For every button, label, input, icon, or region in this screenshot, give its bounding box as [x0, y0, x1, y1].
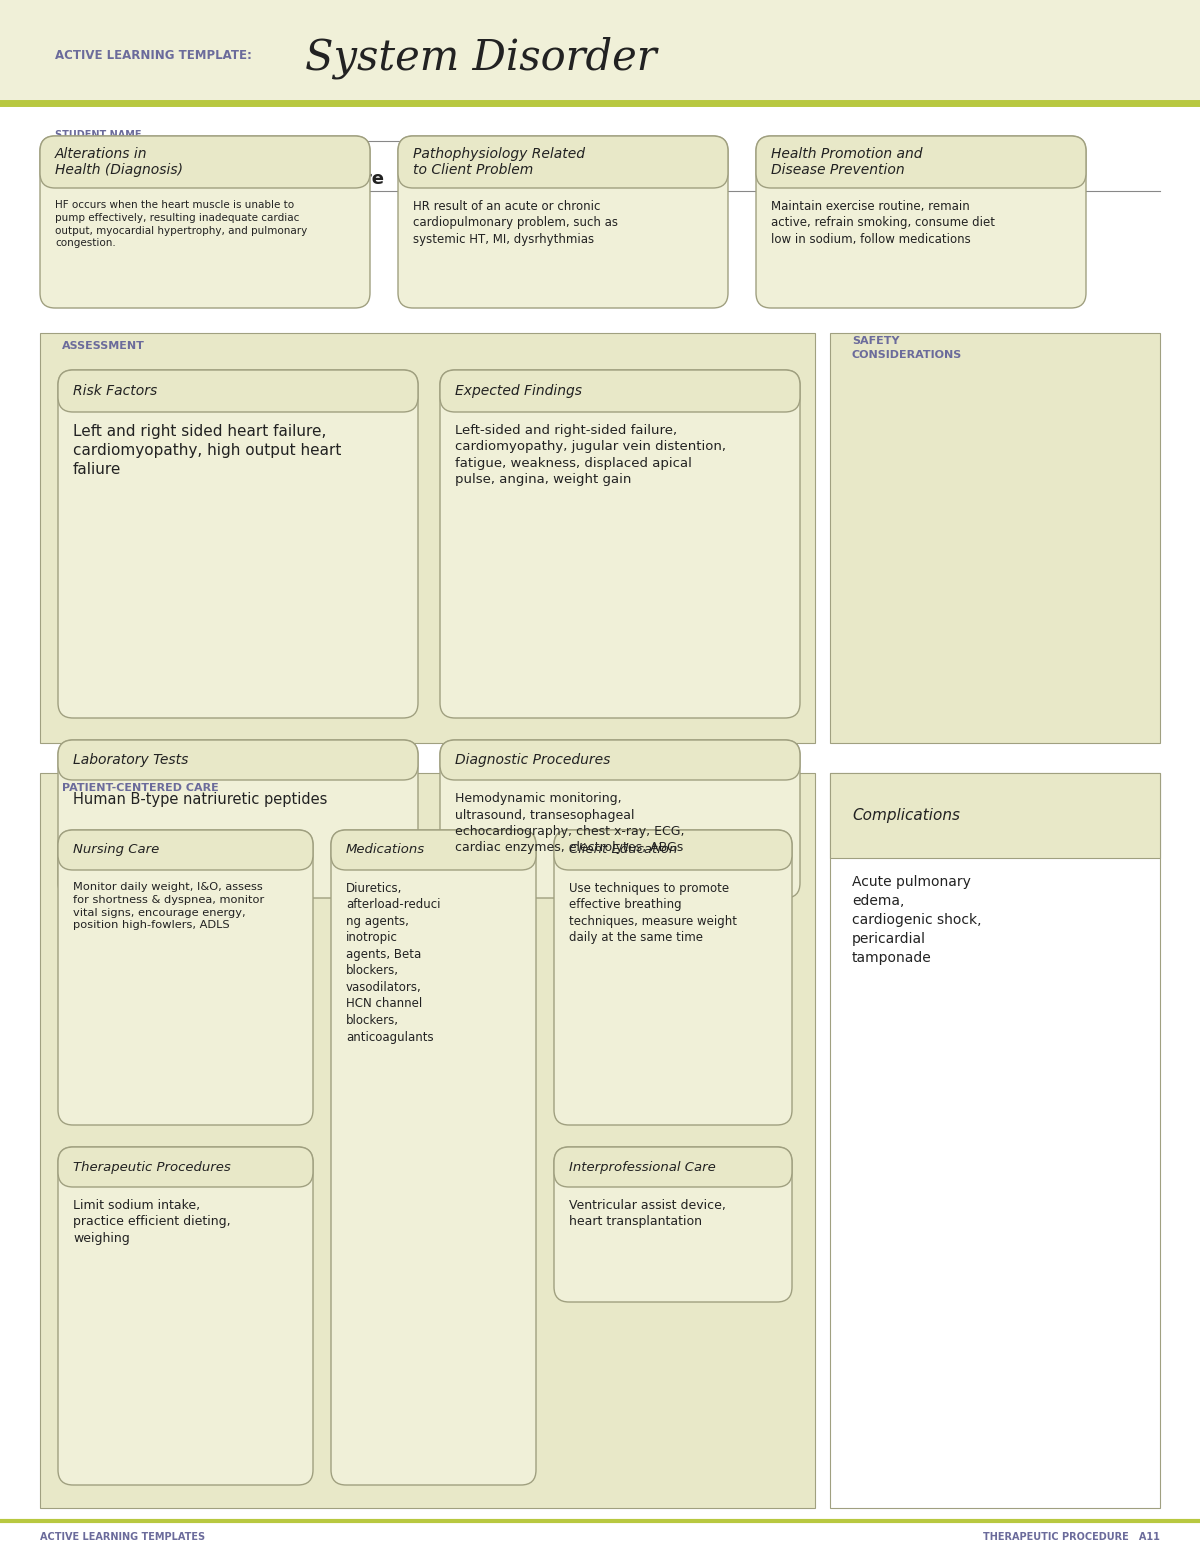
Text: STUDENT NAME: STUDENT NAME — [55, 130, 142, 140]
Text: Medications: Medications — [346, 843, 425, 857]
Text: Expected Findings: Expected Findings — [455, 384, 582, 398]
FancyBboxPatch shape — [440, 739, 800, 780]
Text: Interprofessional Care: Interprofessional Care — [569, 1160, 715, 1174]
FancyBboxPatch shape — [554, 829, 792, 870]
Text: Therapeutic Procedures: Therapeutic Procedures — [73, 1160, 230, 1174]
FancyBboxPatch shape — [58, 1148, 313, 1485]
FancyBboxPatch shape — [756, 137, 1086, 188]
FancyBboxPatch shape — [756, 137, 1086, 307]
Text: Maintain exercise routine, remain
active, refrain smoking, consume diet
low in s: Maintain exercise routine, remain active… — [772, 200, 995, 245]
Text: Ventricular assist device,
heart transplantation: Ventricular assist device, heart transpl… — [569, 1199, 726, 1228]
FancyBboxPatch shape — [58, 739, 418, 780]
Text: Alterations in
Health (Diagnosis): Alterations in Health (Diagnosis) — [55, 148, 182, 177]
Text: SAFETY
CONSIDERATIONS: SAFETY CONSIDERATIONS — [852, 337, 962, 360]
FancyBboxPatch shape — [554, 1148, 792, 1186]
FancyBboxPatch shape — [440, 370, 800, 412]
Text: DISORDER/DISEASE PROCESS: DISORDER/DISEASE PROCESS — [55, 175, 216, 185]
Text: REVIEW MODULE CHAPTER: REVIEW MODULE CHAPTER — [810, 175, 956, 185]
Text: 32: 32 — [1055, 169, 1084, 189]
Text: HR result of an acute or chronic
cardiopulmonary problem, such as
systemic HT, M: HR result of an acute or chronic cardiop… — [413, 200, 618, 245]
FancyBboxPatch shape — [554, 829, 792, 1124]
Text: Laboratory Tests: Laboratory Tests — [73, 753, 188, 767]
Text: ACTIVE LEARNING TEMPLATES: ACTIVE LEARNING TEMPLATES — [40, 1531, 205, 1542]
FancyBboxPatch shape — [40, 773, 815, 1508]
FancyBboxPatch shape — [40, 137, 370, 307]
Text: Left and right sided heart failure,
cardiomyopathy, high output heart
faliure: Left and right sided heart failure, card… — [73, 424, 341, 477]
FancyBboxPatch shape — [0, 0, 1200, 102]
FancyBboxPatch shape — [58, 370, 418, 412]
Text: ACTIVE LEARNING TEMPLATE:: ACTIVE LEARNING TEMPLATE: — [55, 50, 252, 62]
FancyBboxPatch shape — [830, 332, 1160, 742]
Text: Heart failure: Heart failure — [254, 169, 384, 188]
FancyBboxPatch shape — [58, 1148, 313, 1186]
Text: Limit sodium intake,
practice efficient dieting,
weighing: Limit sodium intake, practice efficient … — [73, 1199, 230, 1246]
FancyBboxPatch shape — [58, 370, 418, 717]
FancyBboxPatch shape — [554, 1148, 792, 1301]
Text: Pathophysiology Related
to Client Problem: Pathophysiology Related to Client Proble… — [413, 148, 586, 177]
FancyBboxPatch shape — [830, 773, 1160, 857]
Text: Hemodynamic monitoring,
ultrasound, transesophageal
echocardiography, chest x-ra: Hemodynamic monitoring, ultrasound, tran… — [455, 792, 684, 854]
FancyBboxPatch shape — [40, 332, 815, 742]
Text: Risk Factors: Risk Factors — [73, 384, 157, 398]
Text: System Disorder: System Disorder — [305, 37, 656, 79]
FancyBboxPatch shape — [398, 137, 728, 188]
Text: Diuretics,
afterload-reduci
ng agents,
inotropic
agents, Beta
blockers,
vasodila: Diuretics, afterload-reduci ng agents, i… — [346, 882, 440, 1044]
FancyBboxPatch shape — [331, 829, 536, 1485]
FancyBboxPatch shape — [58, 829, 313, 1124]
Text: Human B-type natriuretic peptides: Human B-type natriuretic peptides — [73, 792, 328, 808]
FancyBboxPatch shape — [398, 137, 728, 307]
Text: Left-sided and right-sided failure,
cardiomyopathy, jugular vein distention,
fat: Left-sided and right-sided failure, card… — [455, 424, 726, 486]
FancyBboxPatch shape — [58, 739, 418, 898]
Text: THERAPEUTIC PROCEDURE   A11: THERAPEUTIC PROCEDURE A11 — [983, 1531, 1160, 1542]
Text: Monitor daily weight, I&O, assess
for shortness & dyspnea, monitor
vital signs, : Monitor daily weight, I&O, assess for sh… — [73, 882, 264, 930]
FancyBboxPatch shape — [58, 829, 313, 870]
Text: PATIENT-CENTERED CARE: PATIENT-CENTERED CARE — [62, 783, 218, 794]
Text: Acute pulmonary
edema,
cardiogenic shock,
pericardial
tamponade: Acute pulmonary edema, cardiogenic shock… — [852, 874, 982, 964]
Text: Complications: Complications — [852, 808, 960, 823]
FancyBboxPatch shape — [331, 829, 536, 870]
Text: Use techniques to promote
effective breathing
techniques, measure weight
daily a: Use techniques to promote effective brea… — [569, 882, 737, 944]
FancyBboxPatch shape — [40, 137, 370, 188]
Text: HF occurs when the heart muscle is unable to
pump effectively, resulting inadequ: HF occurs when the heart muscle is unabl… — [55, 200, 307, 248]
FancyBboxPatch shape — [440, 370, 800, 717]
FancyBboxPatch shape — [830, 773, 1160, 1508]
Text: Nursing Care: Nursing Care — [73, 843, 160, 857]
Text: ASSESSMENT: ASSESSMENT — [62, 342, 145, 351]
FancyBboxPatch shape — [440, 739, 800, 898]
Text: Diagnostic Procedures: Diagnostic Procedures — [455, 753, 611, 767]
Text: Health Promotion and
Disease Prevention: Health Promotion and Disease Prevention — [772, 148, 923, 177]
Text: Client Education: Client Education — [569, 843, 677, 857]
